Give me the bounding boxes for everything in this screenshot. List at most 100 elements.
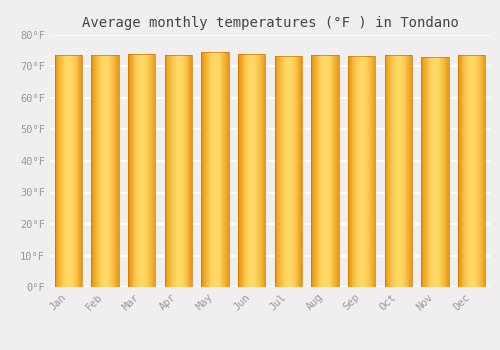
Bar (117, 55, 118, 287)
Bar (70, 55, 71, 287)
Bar (462, 55, 464, 287)
Bar (176, 55, 178, 287)
Bar (100, 55, 102, 287)
Bar (92, 55, 93, 287)
Bar (238, 54, 266, 287)
Bar (139, 54, 140, 287)
Bar (445, 57, 446, 287)
Bar (293, 56, 294, 287)
Bar (476, 55, 477, 287)
Bar (482, 55, 484, 287)
Bar (130, 54, 132, 287)
Bar (60, 55, 61, 287)
Bar (359, 56, 360, 287)
Bar (186, 55, 188, 287)
Bar (105, 55, 106, 287)
Bar (91, 55, 119, 287)
Bar (91, 55, 92, 287)
Bar (223, 52, 224, 287)
Bar (95, 55, 96, 287)
Bar (435, 57, 436, 287)
Bar (301, 56, 302, 287)
Bar (327, 55, 328, 287)
Bar (170, 55, 171, 287)
Bar (63, 55, 64, 287)
Bar (426, 57, 427, 287)
Bar (362, 56, 364, 287)
Bar (134, 54, 136, 287)
Bar (459, 55, 460, 287)
Bar (276, 56, 278, 287)
Bar (217, 52, 218, 287)
Bar (390, 55, 391, 287)
Bar (474, 55, 476, 287)
Bar (478, 55, 479, 287)
Bar (114, 55, 115, 287)
Bar (146, 54, 147, 287)
Bar (295, 56, 296, 287)
Title: Average monthly temperatures (°F ) in Tondano: Average monthly temperatures (°F ) in To… (82, 16, 458, 30)
Bar (326, 55, 327, 287)
Bar (216, 52, 217, 287)
Bar (296, 56, 298, 287)
Bar (274, 56, 302, 287)
Bar (213, 52, 214, 287)
Bar (389, 55, 390, 287)
Bar (250, 54, 251, 287)
Bar (465, 55, 466, 287)
Bar (183, 55, 184, 287)
Bar (442, 57, 444, 287)
Bar (226, 52, 227, 287)
Bar (151, 54, 152, 287)
Bar (248, 54, 249, 287)
Bar (108, 55, 110, 287)
Bar (411, 55, 412, 287)
Bar (480, 55, 481, 287)
Bar (56, 55, 58, 287)
Bar (148, 54, 149, 287)
Bar (225, 52, 226, 287)
Bar (97, 55, 98, 287)
Bar (59, 55, 60, 287)
Bar (142, 54, 144, 287)
Bar (438, 57, 440, 287)
Bar (398, 55, 400, 287)
Bar (164, 55, 192, 287)
Bar (174, 55, 176, 287)
Bar (317, 55, 318, 287)
Bar (137, 54, 138, 287)
Bar (214, 52, 215, 287)
Bar (208, 52, 210, 287)
Bar (401, 55, 402, 287)
Bar (264, 54, 266, 287)
Bar (284, 56, 286, 287)
Bar (335, 55, 336, 287)
Bar (436, 57, 437, 287)
Bar (348, 56, 376, 287)
Bar (80, 55, 81, 287)
Bar (352, 56, 354, 287)
Bar (242, 54, 244, 287)
Bar (333, 55, 334, 287)
Bar (138, 54, 139, 287)
Bar (423, 57, 424, 287)
Bar (62, 55, 63, 287)
Bar (425, 57, 426, 287)
Bar (107, 55, 108, 287)
Bar (279, 56, 280, 287)
Bar (433, 57, 434, 287)
Bar (191, 55, 192, 287)
Bar (330, 55, 332, 287)
Bar (282, 56, 283, 287)
Bar (481, 55, 482, 287)
Bar (180, 55, 181, 287)
Bar (422, 57, 423, 287)
Bar (76, 55, 78, 287)
Bar (369, 56, 370, 287)
Bar (129, 54, 130, 287)
Bar (426, 57, 428, 287)
Bar (96, 55, 97, 287)
Bar (470, 55, 472, 287)
Bar (201, 52, 229, 287)
Bar (374, 56, 376, 287)
